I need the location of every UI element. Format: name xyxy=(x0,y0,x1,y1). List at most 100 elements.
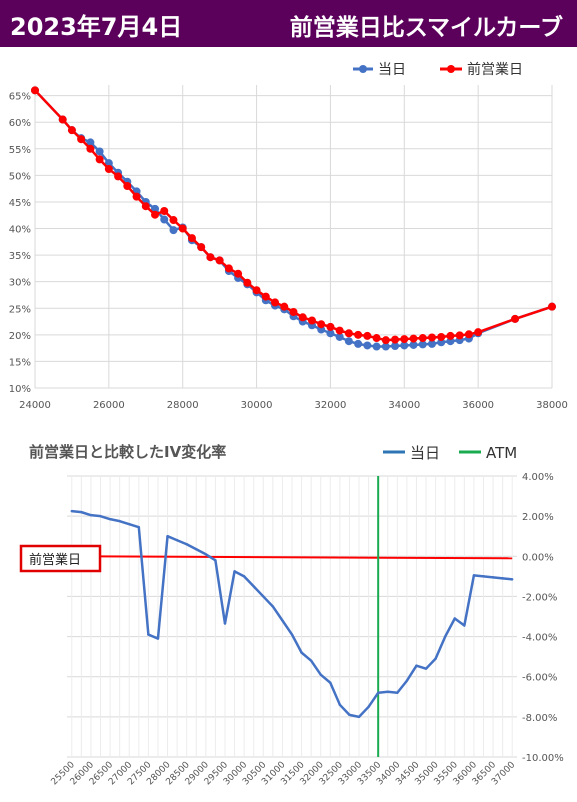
y-tick-label: -4.00% xyxy=(522,633,557,644)
y-tick-label: 30% xyxy=(9,278,31,289)
today-point xyxy=(354,339,363,348)
iv-change-point xyxy=(405,679,409,682)
prev-point xyxy=(437,332,446,341)
iv-change-point xyxy=(434,657,437,660)
iv-change-point xyxy=(118,519,121,523)
legend-today-marker xyxy=(359,65,367,73)
prev-point xyxy=(114,172,123,181)
prev-point xyxy=(464,330,473,339)
iv-change-point xyxy=(511,578,514,581)
reference-label: 前営業日 xyxy=(29,552,81,568)
iv-change-chart: 前営業日と比較したIV変化率 当日 ATM 4.00% 2.00% 0.00% -2.… xyxy=(19,443,564,788)
x-axis-ticks: 24000 26000 28000 30000 32000 34000 36000 38000 xyxy=(19,400,568,411)
iv-change-point xyxy=(175,539,179,542)
today-point xyxy=(151,204,160,213)
prev-point xyxy=(77,135,86,144)
x-tick-label: 24000 xyxy=(19,400,51,411)
today-point xyxy=(372,342,381,351)
iv-change-point xyxy=(348,713,351,717)
report-date: 2023年7月4日 xyxy=(10,13,183,41)
iv-change-point xyxy=(223,622,227,625)
prev-point xyxy=(206,253,215,262)
today-point xyxy=(335,332,344,341)
y-tick-label: 4.00% xyxy=(522,472,554,483)
reference-line xyxy=(71,555,513,560)
prev-point xyxy=(446,331,455,340)
prev-point xyxy=(511,314,520,323)
prev-point xyxy=(261,292,270,301)
today-point xyxy=(169,226,178,235)
legend-atm-label: ATM xyxy=(486,444,517,462)
today-point xyxy=(86,138,95,147)
y-tick-label: 60% xyxy=(9,118,31,129)
legend: 当日 前営業日 xyxy=(353,61,523,78)
today-point xyxy=(418,340,427,349)
x-tick-label: 28000 xyxy=(167,400,199,411)
x-tick-label: 38000 xyxy=(536,400,568,411)
iv-change-point xyxy=(415,664,418,667)
iv-change-point xyxy=(501,577,504,580)
x-axis-ticks: 2550026000265002700027500280002850029000… xyxy=(50,760,518,788)
prev-point xyxy=(298,313,307,322)
iv-change-point xyxy=(195,548,198,551)
prev-point xyxy=(31,86,39,95)
today-point xyxy=(363,341,372,350)
y-tick-label: -2.00% xyxy=(522,592,557,603)
prev-point xyxy=(169,216,178,225)
iv-change-panel: 前営業日と比較したIV変化率 当日 ATM 4.00% 2.00% 0.00% -2.… xyxy=(3,430,572,798)
y-tick-label: 25% xyxy=(9,304,31,315)
iv-change-point xyxy=(166,535,169,538)
prev-point xyxy=(123,182,132,190)
prev-point xyxy=(474,328,483,337)
iv-change-point xyxy=(329,681,332,684)
prev-point xyxy=(307,316,316,325)
prev-point xyxy=(141,202,150,211)
y-tick-label: 2.00% xyxy=(522,512,554,523)
prev-point xyxy=(160,206,169,215)
y-tick-label: 55% xyxy=(9,145,31,156)
prev-point xyxy=(317,320,326,329)
iv-change-point xyxy=(70,509,73,513)
iv-change-point xyxy=(242,575,246,578)
today-point xyxy=(391,342,400,351)
prev-point xyxy=(363,331,372,340)
x-tick-label: 34000 xyxy=(388,400,420,411)
y-axis-ticks: 10% 15% 20% 25% 30% 35% 40% 45% 50% 55% 60% 65% xyxy=(9,92,31,395)
y-tick-label: 35% xyxy=(9,251,31,262)
prev-point xyxy=(132,192,141,201)
y-tick-label: 10% xyxy=(9,384,31,395)
iv-change-point xyxy=(463,624,466,627)
y-tick-label: -10.00% xyxy=(522,753,564,764)
prev-point xyxy=(58,115,67,124)
smile-curve-panel: 10% 15% 20% 25% 30% 35% 40% 45% 50% 55% 60% 65% 240… xyxy=(3,52,572,422)
prev-point xyxy=(354,330,363,339)
gridlines xyxy=(67,475,517,758)
legend-today-label: 当日 xyxy=(378,62,406,78)
y-tick-label: 15% xyxy=(9,357,31,368)
iv-change-point xyxy=(185,543,188,546)
reference-label-frame xyxy=(19,544,102,573)
iv-change-point xyxy=(271,605,275,608)
iv-change-point xyxy=(338,703,342,707)
iv-change-point xyxy=(281,619,284,622)
prev-point xyxy=(104,164,113,173)
prev-point xyxy=(197,243,206,252)
prev-point xyxy=(289,307,298,316)
prev-point xyxy=(187,234,196,243)
prev-point xyxy=(178,224,187,233)
prev-point xyxy=(418,334,427,343)
series-layer xyxy=(31,86,556,351)
today-point xyxy=(381,342,390,351)
iv-change-point xyxy=(386,690,389,693)
prev-point xyxy=(151,210,160,219)
prev-point xyxy=(95,155,104,164)
prev-point xyxy=(234,269,243,278)
prev-point xyxy=(326,322,335,331)
iv-change-point xyxy=(89,513,93,517)
iv-change-point xyxy=(300,651,303,654)
iv-change-point xyxy=(156,637,160,640)
prev-point xyxy=(548,302,556,311)
prev-point xyxy=(252,286,261,295)
iv-change-point xyxy=(290,633,294,636)
y-tick-label: 0.00% xyxy=(522,552,554,563)
